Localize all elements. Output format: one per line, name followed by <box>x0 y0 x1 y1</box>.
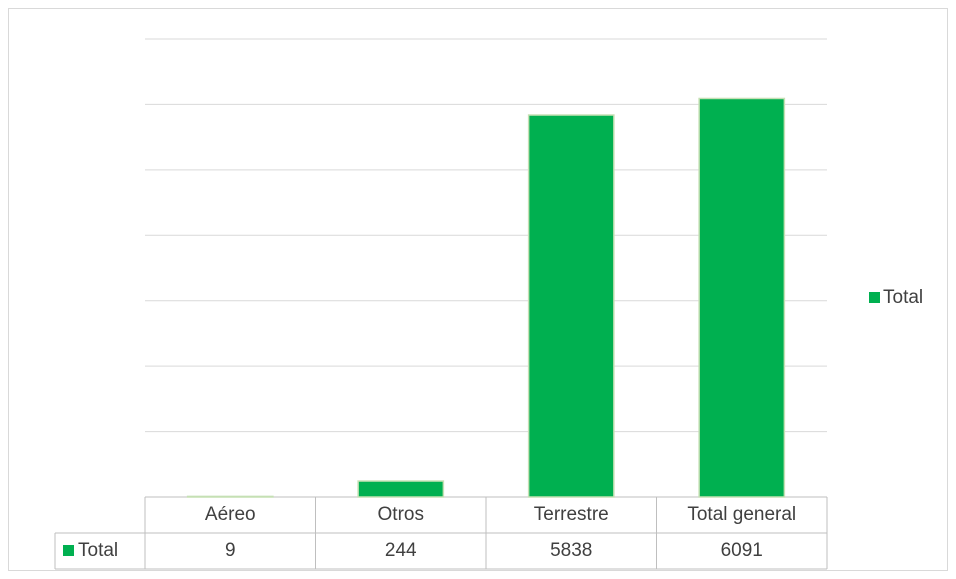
table-value: 244 <box>385 540 417 561</box>
bar <box>698 97 786 498</box>
table-series-label: Total <box>78 540 118 561</box>
table-value: 6091 <box>721 540 763 561</box>
x-tick-label: Terrestre <box>534 504 609 525</box>
bar <box>357 480 445 498</box>
chart-border <box>8 8 948 571</box>
legend-key <box>63 545 74 556</box>
bar <box>186 495 274 498</box>
table-value: 5838 <box>550 540 592 561</box>
legend-key <box>869 292 880 303</box>
x-tick-label: Otros <box>378 504 424 525</box>
table-value: 9 <box>225 540 236 561</box>
bar <box>527 114 615 498</box>
legend-label: Total <box>883 287 923 308</box>
x-tick-label: Aéreo <box>205 504 256 525</box>
x-tick-label: Total general <box>687 504 796 525</box>
